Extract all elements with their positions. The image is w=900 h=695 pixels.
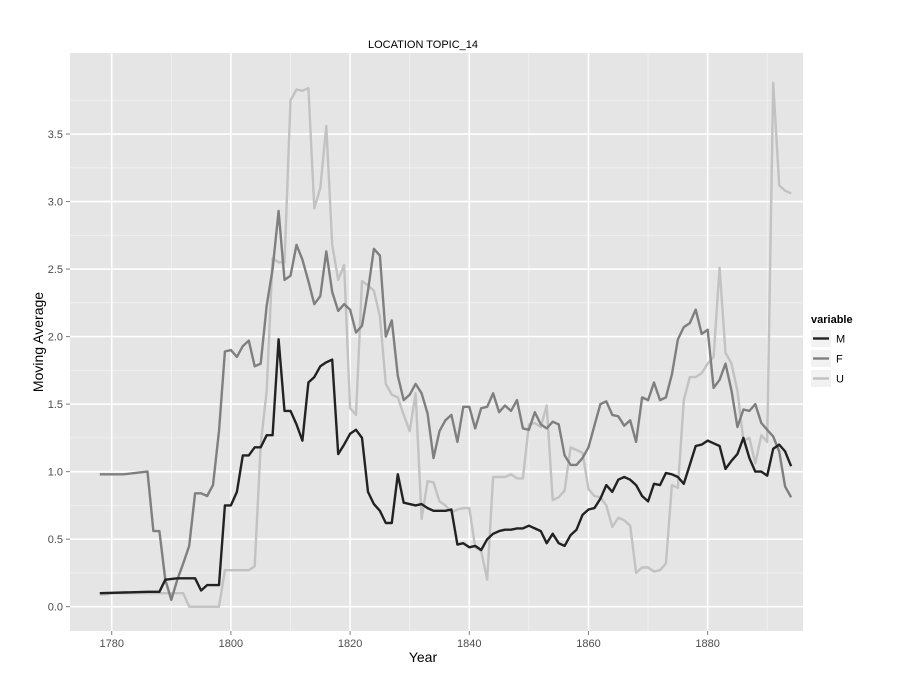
minor-gridlines [70,53,803,631]
y-tick-label: 1.5 [48,399,63,411]
chart-title: LOCATION TOPIC_14 [368,39,478,51]
x-tick-label: 1820 [338,638,362,650]
x-tick-label: 1880 [695,638,719,650]
x-axis: 1780 1800 1820 1840 1860 1880 [99,631,720,650]
y-tick-label: 2.0 [48,332,63,344]
y-tick-label: 3.5 [48,129,63,141]
legend-label-m: M [836,334,845,346]
legend-label-u: U [836,374,844,386]
series-line-f [99,209,793,602]
x-tick-label: 1780 [99,638,123,650]
y-tick-label: 0.0 [48,602,63,614]
series-lines [99,81,793,608]
legend: variable MFU [811,314,853,387]
y-tick-label: 1.0 [48,467,63,479]
x-tick-label: 1860 [576,638,600,650]
series-line-m [99,338,793,595]
legend-title: variable [811,314,853,326]
x-tick-label: 1840 [457,638,481,650]
y-axis-title: Moving Average [30,292,46,392]
legend-label-f: F [836,354,843,366]
y-tick-label: 3.0 [48,197,63,209]
x-axis-title: Year [409,649,438,665]
y-tick-label: 0.5 [48,534,63,546]
plot-panel [70,53,803,631]
y-tick-label: 2.5 [48,264,63,276]
y-axis: 0.0 0.5 1.0 1.5 2.0 2.5 3.0 3.5 [48,129,70,614]
x-tick-label: 1800 [219,638,243,650]
